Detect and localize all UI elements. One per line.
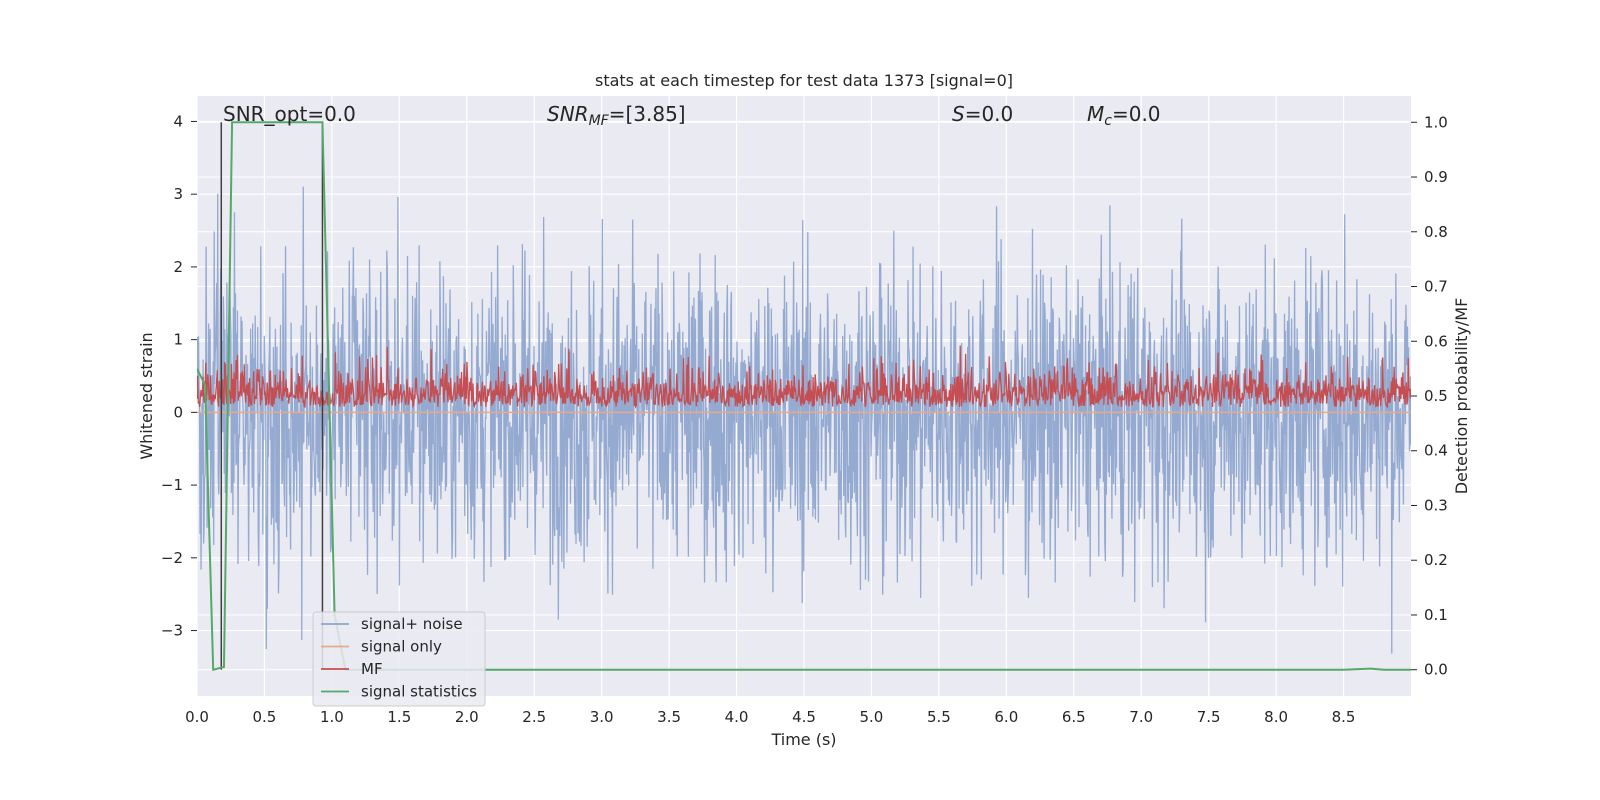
x-tick-label: 3.5	[657, 708, 681, 726]
x-tick-label: 0.5	[253, 708, 277, 726]
y-right-tick-label: 0.5	[1424, 387, 1448, 405]
annotation-s-value: =0.0	[965, 102, 1014, 126]
data-layer	[197, 121, 1411, 671]
y-tick-label: −3	[161, 622, 183, 640]
x-tick-label: 7.0	[1129, 708, 1153, 726]
y-right-tick-label: 1.0	[1424, 113, 1448, 131]
legend-label: MF	[361, 660, 383, 678]
y-tick-label: 4	[173, 112, 183, 130]
y-axis-right-label: Detection probability/MF	[1452, 298, 1471, 495]
x-tick-label: 4.0	[725, 708, 749, 726]
x-tick-label: 8.0	[1264, 708, 1288, 726]
y-axis-right-ticks: 1.0 0.9 0.8 0.7 0.6 0.5 0.4 0.3 0.2 0.1 0.0	[1411, 113, 1448, 679]
y-right-tick-label: 0.1	[1424, 606, 1448, 624]
y-right-tick-label: 0.8	[1424, 223, 1448, 241]
y-right-tick-label: 0.4	[1424, 442, 1448, 460]
x-tick-label: 8.5	[1332, 708, 1356, 726]
legend-label: signal+ noise	[361, 615, 463, 633]
y-right-tick-label: 0.7	[1424, 278, 1448, 296]
x-tick-label: 4.5	[792, 708, 816, 726]
annotation-snr-opt: SNR_opt=0.0	[223, 102, 356, 126]
y-right-tick-label: 0.6	[1424, 332, 1448, 350]
y-tick-label: 0	[173, 403, 183, 421]
y-tick-label: 3	[173, 185, 183, 203]
annotation-mc-main: M	[1087, 102, 1104, 126]
y-axis-label: Whitened strain	[137, 332, 156, 459]
y-tick-label: −2	[161, 549, 183, 567]
annotation-snr-mf-value: =[3.85]	[609, 102, 686, 126]
x-tick-label: 0.0	[185, 708, 209, 726]
annotation-mc-sub: c	[1104, 113, 1112, 129]
x-axis-ticks: 0.0 0.5 1.0 1.5 2.0 2.5 3.0 3.5 4.0 4.5 5.0 5.5 6.0 6…	[185, 708, 1355, 726]
y-tick-label: 2	[173, 258, 183, 276]
legend-label: signal statistics	[361, 683, 477, 701]
annotation-mc: Mc=0.0	[1087, 102, 1161, 129]
annotation-s-main: S	[952, 102, 965, 126]
x-tick-label: 3.0	[590, 708, 614, 726]
x-tick-label: 1.0	[320, 708, 344, 726]
y-right-tick-label: 0.9	[1424, 168, 1448, 186]
x-tick-label: 5.0	[860, 708, 884, 726]
x-tick-label: 2.0	[455, 708, 479, 726]
legend-label: signal only	[361, 638, 442, 656]
y-axis-left-ticks: 4 3 2 1 0 −1 −2 −3	[161, 112, 197, 640]
annotation-s: S=0.0	[952, 102, 1013, 126]
series-mf-line	[197, 345, 1411, 409]
x-tick-label: 1.5	[387, 708, 411, 726]
annotation-snr-mf: SNRMF=[3.85]	[547, 102, 686, 129]
x-tick-label: 2.5	[522, 708, 546, 726]
y-right-tick-label: 0.0	[1424, 661, 1448, 679]
annotation-snr-mf-sub: MF	[589, 113, 610, 129]
y-tick-label: −1	[161, 476, 183, 494]
x-axis-label: Time (s)	[770, 730, 836, 749]
x-tick-label: 7.5	[1197, 708, 1221, 726]
chart-title: stats at each timestep for test data 137…	[595, 71, 1013, 90]
series-signal-plus-noise-line	[197, 186, 1411, 654]
x-tick-label: 6.0	[994, 708, 1018, 726]
y-right-tick-label: 0.2	[1424, 551, 1448, 569]
series-signal-statistics-line	[197, 121, 1411, 671]
legend-box	[312, 611, 486, 707]
x-tick-label: 6.5	[1062, 708, 1086, 726]
annotation-snr-mf-main: SNR	[547, 102, 589, 126]
y-tick-label: 1	[173, 331, 183, 349]
x-tick-label: 5.5	[927, 708, 951, 726]
plot-area	[196, 96, 1411, 696]
legend: signal+ noise signal only MF signal statist…	[312, 611, 486, 707]
annotation-mc-value: =0.0	[1112, 102, 1161, 126]
y-right-tick-label: 0.3	[1424, 496, 1448, 514]
